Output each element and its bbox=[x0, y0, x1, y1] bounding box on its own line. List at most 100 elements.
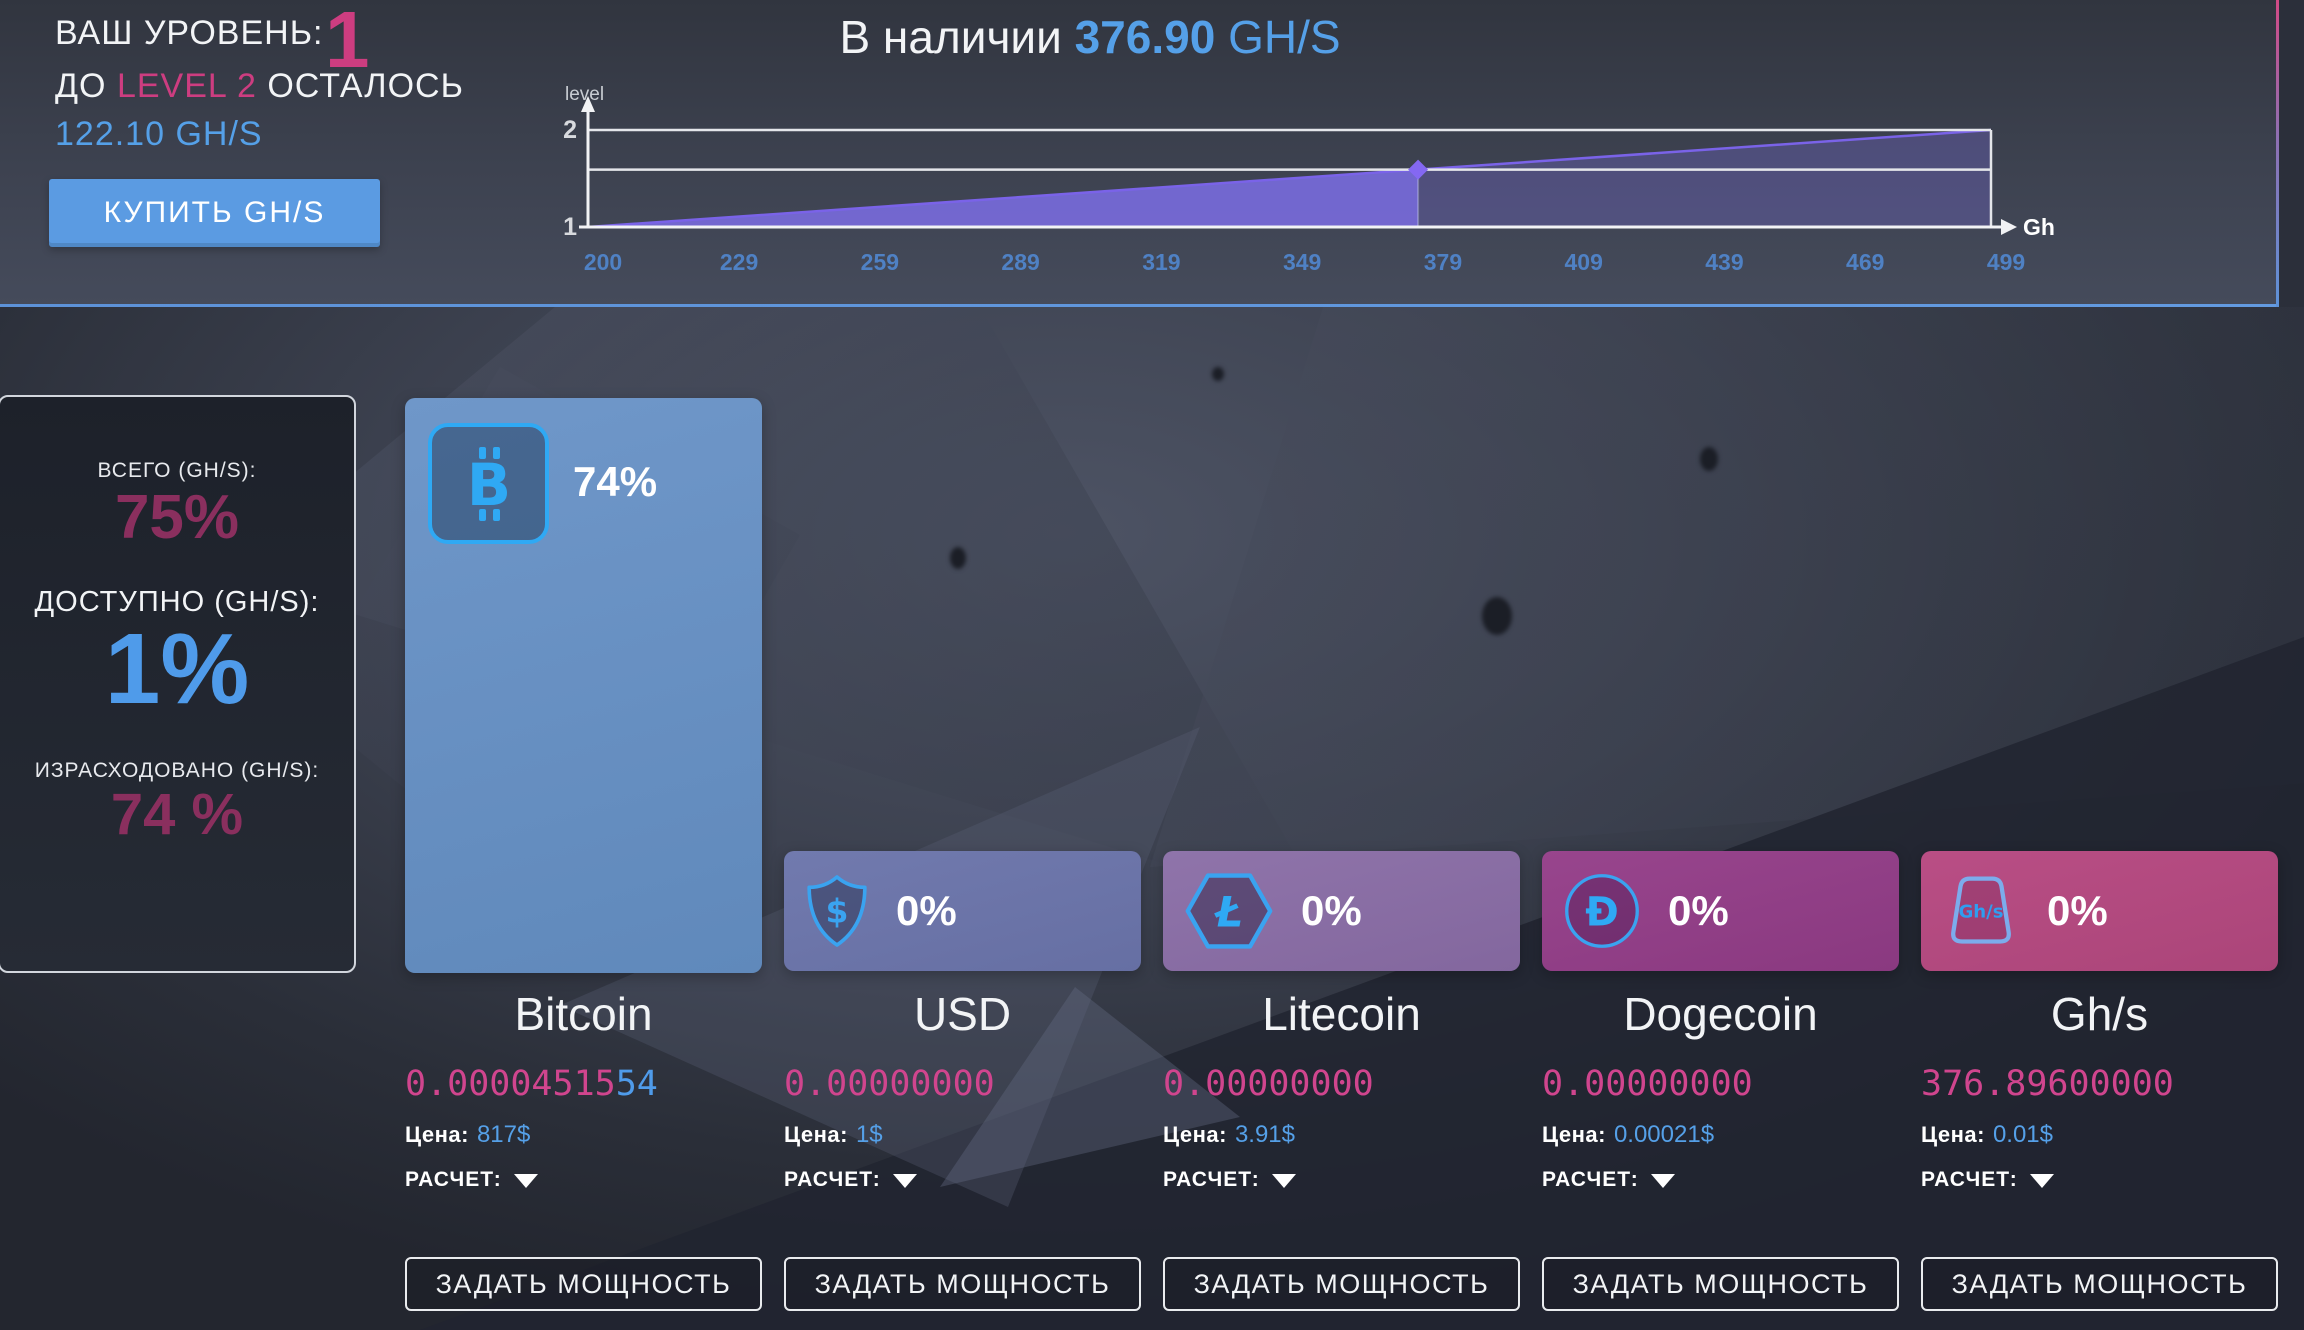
calc-dropdown[interactable]: РАСЧЕТ: bbox=[784, 1168, 1141, 1192]
available-value-pct: 1% bbox=[104, 613, 250, 726]
ghs-info-column: Gh/s 376.89600000 Цена: 0.01$ РАСЧЕТ: ЗАД… bbox=[1921, 975, 2278, 1315]
svg-text:200: 200 bbox=[584, 249, 622, 275]
stats-panel: ВСЕГО (GH/S): 75% ДОСТУПНО (GH/S): 1% ИЗ… bbox=[0, 395, 356, 973]
svg-text:289: 289 bbox=[1001, 249, 1039, 275]
buy-ghs-button[interactable]: КУПИТЬ GH/S bbox=[49, 179, 380, 247]
bitcoin-card[interactable]: B 74% bbox=[405, 398, 762, 973]
chevron-down-icon bbox=[1271, 1174, 1296, 1188]
card-percent: 74% bbox=[573, 458, 658, 505]
svg-text:349: 349 bbox=[1283, 249, 1321, 275]
background-dot bbox=[1700, 447, 1718, 471]
set-power-button[interactable]: ЗАДАТЬ МОЩНОСТЬ bbox=[1921, 1257, 2278, 1311]
calc-label: РАСЧЕТ: bbox=[1163, 1168, 1260, 1191]
spent-label: ИЗРАСХОДОВАНО (GH/S): bbox=[34, 759, 320, 783]
price-value: 3.91$ bbox=[1234, 1121, 1295, 1148]
chevron-down-icon bbox=[1650, 1174, 1675, 1188]
litecoin-card[interactable]: Ł 0% bbox=[1163, 851, 1520, 971]
dogecoin-icon: Ð bbox=[1565, 874, 1639, 948]
price-value: 1$ bbox=[855, 1121, 883, 1148]
remaining-ghs: 122.10 GH/S bbox=[55, 115, 263, 153]
available-value: 376.90 bbox=[1074, 11, 1216, 63]
price-value: 0.00021$ bbox=[1613, 1121, 1715, 1148]
card-title: Litecoin bbox=[1262, 988, 1421, 1040]
card-price-row: Цена: 1$ bbox=[784, 1121, 1141, 1149]
svg-text:229: 229 bbox=[720, 249, 758, 275]
card-balance: 0.0000451554 bbox=[405, 1064, 658, 1104]
price-label: Цена: bbox=[1163, 1122, 1227, 1147]
background-dot bbox=[950, 547, 966, 569]
calc-label: РАСЧЕТ: bbox=[784, 1168, 881, 1191]
calc-dropdown[interactable]: РАСЧЕТ: bbox=[1921, 1168, 2278, 1192]
calc-label: РАСЧЕТ: bbox=[1921, 1168, 2018, 1191]
bitcoin-icon-tile: B bbox=[428, 423, 549, 544]
dogecoin-card[interactable]: Ð 0% bbox=[1542, 851, 1899, 971]
spent-value: 74 % bbox=[110, 782, 244, 848]
svg-text:379: 379 bbox=[1424, 249, 1462, 275]
svg-text:259: 259 bbox=[861, 249, 899, 275]
level-value: 1 bbox=[325, 0, 370, 84]
card-balance-accent: 54 bbox=[615, 1064, 658, 1104]
card-price-row: Цена: 3.91$ bbox=[1163, 1121, 1520, 1149]
header-divider-right bbox=[2276, 0, 2279, 307]
svg-text:$: $ bbox=[826, 891, 849, 930]
card-balance: 0.00000000 bbox=[784, 1064, 995, 1104]
usd-card[interactable]: $ 0% bbox=[784, 851, 1141, 971]
ghs-icon: Gh/s bbox=[1951, 876, 2011, 944]
svg-text:409: 409 bbox=[1565, 249, 1603, 275]
svg-text:level: level bbox=[565, 84, 604, 105]
price-value: 817$ bbox=[476, 1121, 531, 1148]
card-percent: 0% bbox=[2047, 887, 2108, 934]
card-price-row: Цена: 0.00021$ bbox=[1542, 1121, 1899, 1149]
calc-dropdown[interactable]: РАСЧЕТ: bbox=[405, 1168, 762, 1192]
card-title: Bitcoin bbox=[514, 988, 653, 1040]
header-panel: ВАШ УРОВЕНЬ: 1 ДО LEVEL 2 ОСТАЛОСЬ 122.1… bbox=[0, 0, 2279, 305]
price-label: Цена: bbox=[405, 1122, 469, 1147]
svg-text:319: 319 bbox=[1142, 249, 1180, 275]
card-balance: 0.00000000 bbox=[1542, 1064, 1753, 1104]
bitcoin-info-column: Bitcoin 0.0000451554 Цена: 817$ РАСЧЕТ: З… bbox=[405, 975, 762, 1315]
card-percent: 0% bbox=[896, 887, 957, 934]
card-percent: 0% bbox=[1668, 887, 1729, 934]
available-title: В наличии 376.90 GH/S bbox=[839, 11, 1341, 63]
svg-text:B: B bbox=[466, 451, 510, 519]
svg-text:Ð: Ð bbox=[1585, 889, 1619, 935]
card-balance: 376.89600000 bbox=[1921, 1064, 2174, 1104]
background-dot bbox=[1212, 367, 1224, 381]
card-price-row: Цена: 0.01$ bbox=[1921, 1121, 2278, 1149]
total-value: 75% bbox=[114, 483, 240, 552]
price-value: 0.01$ bbox=[1992, 1121, 2053, 1148]
level-block: ВАШ УРОВЕНЬ: 1 ДО LEVEL 2 ОСТАЛОСЬ 122.1… bbox=[55, 0, 464, 154]
svg-text:Ł: Ł bbox=[1214, 887, 1243, 936]
total-label: ВСЕГО (GH/S): bbox=[97, 459, 257, 482]
header-divider bbox=[0, 304, 2279, 307]
ghs-card[interactable]: Gh/s 0% bbox=[1921, 851, 2278, 971]
level-label: ВАШ УРОВЕНЬ: bbox=[55, 14, 324, 52]
set-power-button[interactable]: ЗАДАТЬ МОЩНОСТЬ bbox=[1163, 1257, 1520, 1311]
calc-dropdown[interactable]: РАСЧЕТ: bbox=[1542, 1168, 1899, 1192]
available-label: ДОСТУПНО (GH/S): bbox=[34, 586, 320, 619]
calc-label: РАСЧЕТ: bbox=[1542, 1168, 1639, 1191]
card-title: Dogecoin bbox=[1623, 988, 1818, 1040]
set-power-button[interactable]: ЗАДАТЬ МОЩНОСТЬ bbox=[1542, 1257, 1899, 1311]
calc-dropdown[interactable]: РАСЧЕТ: bbox=[1163, 1168, 1520, 1192]
card-balance: 0.00000000 bbox=[1163, 1064, 1374, 1104]
set-power-button[interactable]: ЗАДАТЬ МОЩНОСТЬ bbox=[405, 1257, 762, 1311]
calc-label: РАСЧЕТ: bbox=[405, 1168, 502, 1191]
chevron-down-icon bbox=[2029, 1174, 2054, 1188]
price-label: Цена: bbox=[1542, 1122, 1606, 1147]
next-level-highlight: LEVEL 2 bbox=[116, 67, 257, 105]
chevron-down-icon bbox=[513, 1174, 538, 1188]
card-percent: 0% bbox=[1301, 887, 1362, 934]
svg-text:469: 469 bbox=[1846, 249, 1884, 275]
svg-text:2: 2 bbox=[563, 116, 577, 144]
usd-shield-icon: $ bbox=[807, 875, 867, 947]
litecoin-icon: Ł bbox=[1185, 873, 1273, 949]
next-level-text: ДО LEVEL 2 ОСТАЛОСЬ bbox=[55, 67, 464, 105]
dogecoin-info-column: Dogecoin 0.00000000 Цена: 0.00021$ РАСЧЕТ… bbox=[1542, 975, 1899, 1315]
background-shard bbox=[1150, 307, 2304, 867]
card-title: USD bbox=[913, 988, 1012, 1040]
card-title: Gh/s bbox=[2050, 988, 2149, 1040]
svg-text:439: 439 bbox=[1705, 249, 1743, 275]
set-power-button[interactable]: ЗАДАТЬ МОЩНОСТЬ bbox=[784, 1257, 1141, 1311]
litecoin-info-column: Litecoin 0.00000000 Цена: 3.91$ РАСЧЕТ: З… bbox=[1163, 975, 1520, 1315]
